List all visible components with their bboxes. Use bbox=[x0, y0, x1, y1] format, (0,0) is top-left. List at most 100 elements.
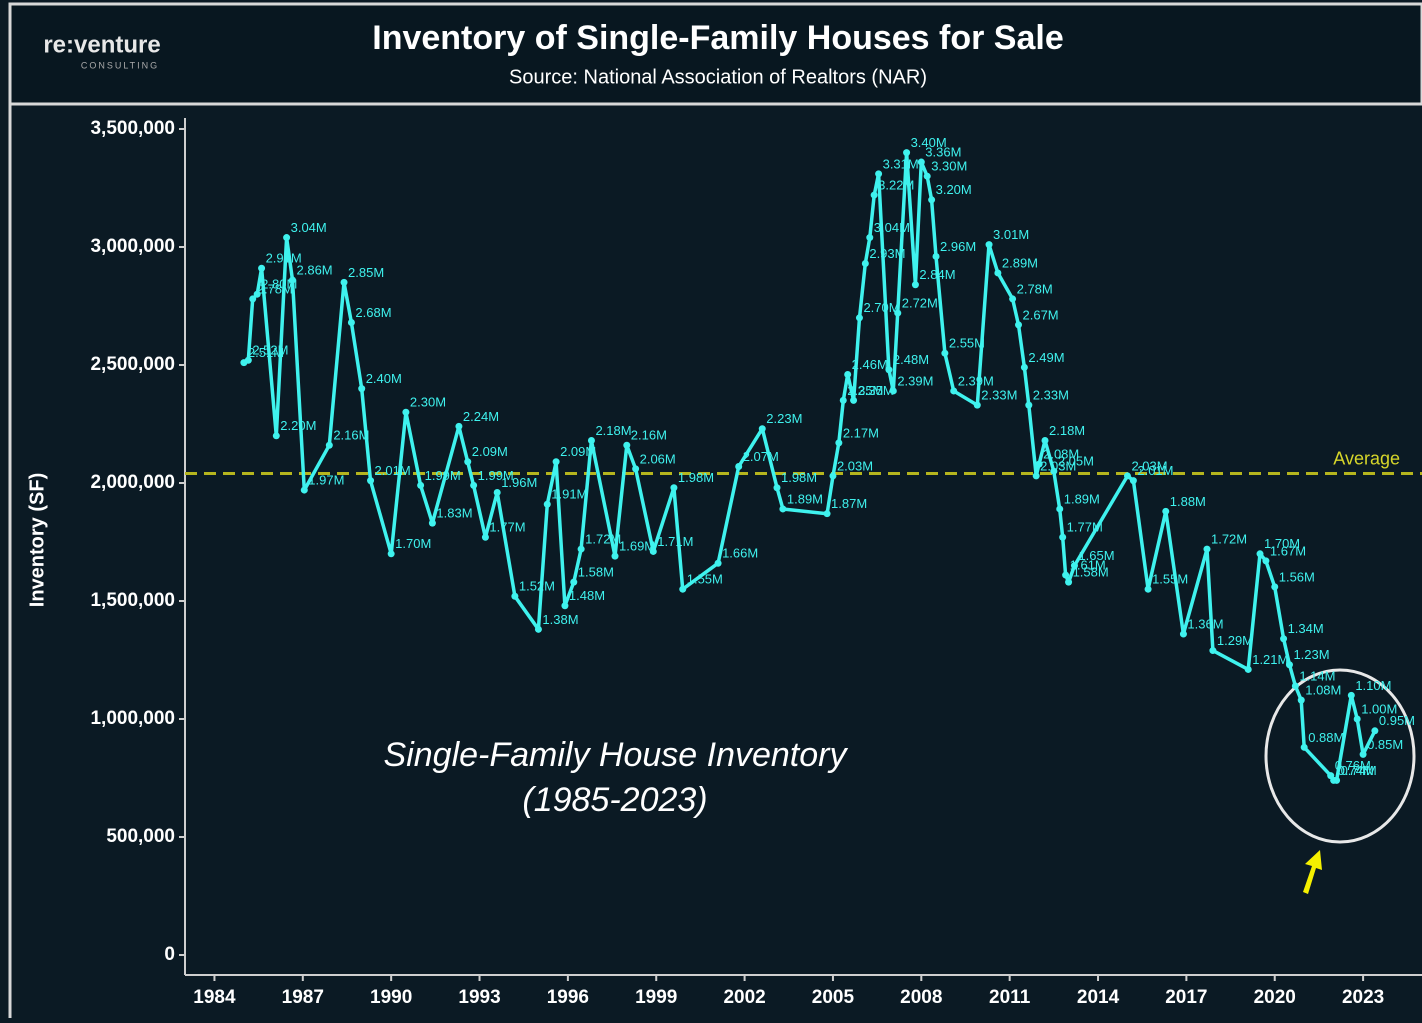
data-label: 1.98M bbox=[678, 470, 714, 485]
data-point bbox=[839, 396, 847, 404]
data-label: 2.48M bbox=[893, 352, 929, 367]
data-label: 3.20M bbox=[936, 182, 972, 197]
data-label: 3.30M bbox=[931, 159, 967, 174]
data-label: 2.30M bbox=[410, 395, 446, 410]
x-tick-label: 2005 bbox=[812, 987, 855, 1008]
data-label: 1.77M bbox=[489, 520, 525, 535]
data-label: 2.78M bbox=[1017, 281, 1053, 296]
data-label: 0.74M bbox=[1338, 763, 1374, 778]
data-label: 2.09M bbox=[472, 444, 508, 459]
data-point bbox=[1065, 578, 1073, 586]
data-label: 2.18M bbox=[1049, 423, 1085, 438]
data-point bbox=[428, 519, 436, 527]
data-point bbox=[1062, 571, 1070, 579]
data-label: 1.00M bbox=[1361, 701, 1397, 716]
data-label: 1.91M bbox=[551, 487, 587, 502]
data-label: 1.83M bbox=[436, 506, 472, 521]
x-tick-label: 2008 bbox=[900, 987, 942, 1008]
data-label: 2.06M bbox=[640, 451, 676, 466]
data-label: 0.85M bbox=[1367, 737, 1403, 752]
data-label: 2.96M bbox=[940, 239, 976, 254]
data-label: 2.68M bbox=[355, 305, 391, 320]
data-point bbox=[1333, 776, 1341, 784]
data-point bbox=[1271, 583, 1279, 591]
data-point bbox=[866, 234, 874, 242]
data-point bbox=[903, 149, 911, 157]
data-point bbox=[367, 477, 375, 485]
data-label: 2.78M bbox=[257, 281, 293, 296]
data-label: 3.04M bbox=[291, 220, 327, 235]
data-label: 3.01M bbox=[993, 227, 1029, 242]
data-point bbox=[829, 472, 837, 480]
data-point bbox=[534, 625, 542, 633]
arrow bbox=[1303, 850, 1322, 894]
data-label: 2.39M bbox=[897, 373, 933, 388]
data-label: 2.91M bbox=[266, 251, 302, 266]
data-point bbox=[1347, 691, 1355, 699]
chart-subtitle: Source: National Association of Realtors… bbox=[509, 66, 927, 88]
data-point bbox=[855, 314, 863, 322]
data-label: 1.67M bbox=[1270, 543, 1306, 558]
data-point bbox=[985, 241, 993, 249]
y-tick-label: 1,500,000 bbox=[90, 590, 175, 611]
data-label: 2.84M bbox=[919, 267, 955, 282]
data-point bbox=[823, 510, 831, 518]
data-point bbox=[1129, 477, 1137, 485]
data-label: 2.72M bbox=[902, 296, 938, 311]
x-tick-label: 1993 bbox=[458, 987, 500, 1008]
data-point bbox=[289, 276, 297, 284]
data-label: 2.08M bbox=[1043, 447, 1079, 462]
data-label: 1.99M bbox=[425, 468, 461, 483]
x-tick-label: 2002 bbox=[723, 987, 765, 1008]
data-label: 2.35M bbox=[858, 383, 894, 398]
data-label: 1.38M bbox=[542, 612, 578, 627]
y-tick-label: 1,000,000 bbox=[90, 708, 175, 729]
data-point bbox=[1371, 727, 1379, 735]
data-label: 1.89M bbox=[787, 491, 823, 506]
y-tick-label: 500,000 bbox=[106, 826, 175, 847]
data-point bbox=[632, 465, 640, 473]
data-label: 2.23M bbox=[766, 411, 802, 426]
data-point bbox=[779, 505, 787, 513]
data-point bbox=[1179, 630, 1187, 638]
data-point bbox=[885, 366, 893, 374]
data-label: 3.40M bbox=[911, 135, 947, 150]
annotation: (1985-2023) bbox=[522, 781, 707, 819]
data-label: 3.31M bbox=[883, 156, 919, 171]
data-label: 1.56M bbox=[1279, 569, 1315, 584]
data-label: 1.87M bbox=[831, 496, 867, 511]
data-label: 2.85M bbox=[348, 265, 384, 280]
data-point bbox=[844, 370, 852, 378]
data-label: 2.24M bbox=[463, 409, 499, 424]
data-label: 1.72M bbox=[1211, 532, 1247, 547]
data-label: 2.39M bbox=[958, 373, 994, 388]
logo: re:venture bbox=[43, 31, 160, 58]
data-point bbox=[347, 319, 355, 327]
data-label: 1.77M bbox=[1067, 520, 1103, 535]
data-label: 1.23M bbox=[1293, 647, 1329, 662]
data-label: 1.71M bbox=[657, 534, 693, 549]
data-label: 1.14M bbox=[1299, 668, 1335, 683]
data-point bbox=[258, 264, 266, 272]
data-point bbox=[455, 422, 463, 430]
data-label: 1.21M bbox=[1252, 652, 1288, 667]
x-tick-label: 2014 bbox=[1077, 987, 1120, 1008]
data-point bbox=[481, 533, 489, 541]
data-point bbox=[1162, 507, 1170, 515]
data-point bbox=[1300, 743, 1308, 751]
data-point bbox=[649, 547, 657, 555]
data-label: 2.46M bbox=[852, 357, 888, 372]
data-point bbox=[1009, 295, 1017, 303]
data-point bbox=[1041, 437, 1049, 445]
data-label: 2.01M bbox=[375, 463, 411, 478]
data-label: 2.03M bbox=[837, 458, 873, 473]
logo-sub: CONSULTING bbox=[81, 60, 159, 70]
data-point bbox=[511, 592, 519, 600]
data-point bbox=[464, 458, 472, 466]
data-point bbox=[611, 552, 619, 560]
x-tick-label: 1984 bbox=[193, 987, 236, 1008]
data-label: 2.20M bbox=[280, 418, 316, 433]
data-point bbox=[835, 439, 843, 447]
data-label: 2.17M bbox=[843, 425, 879, 440]
